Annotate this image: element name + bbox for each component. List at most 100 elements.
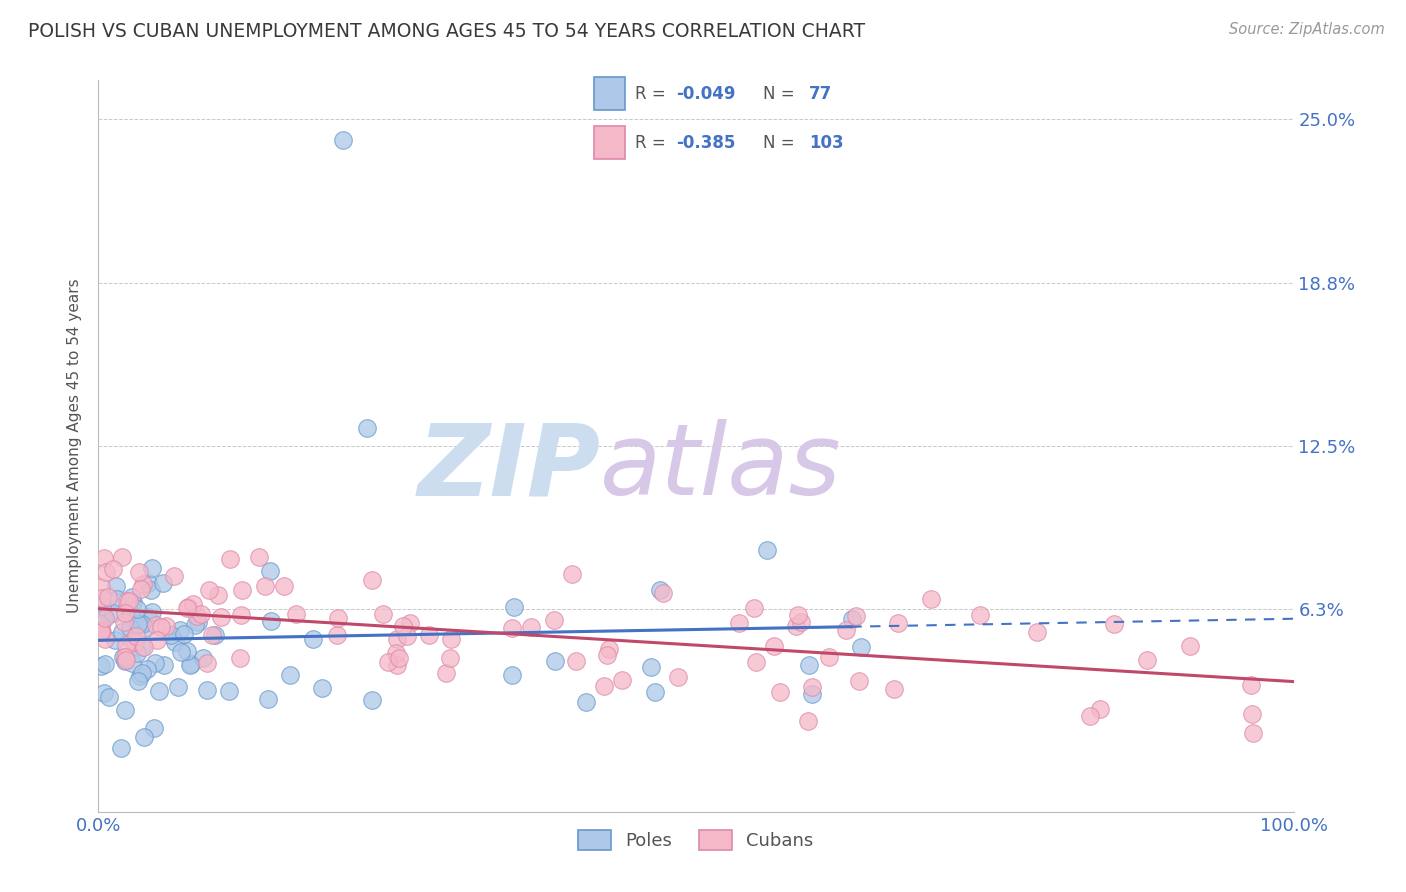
Point bbox=[183, 597, 205, 611]
Point bbox=[132, 577, 155, 591]
Point bbox=[332, 133, 354, 147]
Point bbox=[598, 641, 620, 656]
Point bbox=[114, 654, 136, 668]
Point bbox=[115, 594, 138, 608]
Point bbox=[104, 579, 127, 593]
Point bbox=[112, 615, 135, 630]
Point bbox=[650, 583, 672, 598]
Point bbox=[134, 621, 156, 635]
Point bbox=[439, 651, 461, 665]
Point bbox=[114, 606, 136, 620]
Point bbox=[101, 606, 124, 620]
Point bbox=[1078, 709, 1101, 723]
Point bbox=[818, 649, 841, 664]
Point bbox=[311, 681, 333, 696]
Point bbox=[800, 680, 823, 694]
Text: 103: 103 bbox=[810, 134, 844, 152]
Point bbox=[543, 613, 565, 627]
Point bbox=[141, 605, 163, 619]
Point bbox=[121, 656, 143, 670]
Point bbox=[356, 421, 378, 435]
Point bbox=[209, 610, 232, 624]
Point bbox=[1178, 639, 1201, 653]
Text: 77: 77 bbox=[810, 85, 832, 103]
FancyBboxPatch shape bbox=[595, 78, 626, 110]
Point bbox=[797, 658, 820, 673]
Point bbox=[145, 618, 167, 632]
Point bbox=[149, 620, 172, 634]
Point bbox=[125, 646, 148, 660]
Point bbox=[544, 654, 567, 668]
Point bbox=[785, 619, 807, 633]
Point bbox=[1102, 616, 1125, 631]
Point bbox=[90, 617, 112, 632]
Point bbox=[1025, 625, 1047, 640]
Point bbox=[152, 576, 174, 591]
Point bbox=[184, 618, 207, 632]
Text: -0.385: -0.385 bbox=[676, 134, 735, 152]
Point bbox=[118, 621, 141, 635]
Point bbox=[127, 616, 149, 631]
Point bbox=[94, 632, 117, 646]
Point bbox=[125, 629, 148, 643]
Point bbox=[187, 615, 209, 629]
Point bbox=[769, 685, 792, 699]
Text: N =: N = bbox=[763, 134, 800, 152]
Point bbox=[1088, 701, 1111, 715]
Point bbox=[141, 582, 163, 597]
Point bbox=[920, 592, 942, 607]
Point bbox=[218, 551, 240, 566]
Point bbox=[520, 619, 543, 633]
Point bbox=[259, 564, 281, 578]
Point bbox=[434, 665, 457, 680]
Point bbox=[744, 655, 766, 669]
Point bbox=[146, 632, 169, 647]
Point bbox=[377, 655, 399, 669]
Point bbox=[166, 680, 188, 694]
Point bbox=[385, 647, 408, 661]
Point bbox=[786, 607, 808, 622]
FancyBboxPatch shape bbox=[595, 127, 626, 159]
Point bbox=[503, 599, 526, 614]
Point bbox=[790, 615, 813, 629]
Point bbox=[159, 628, 181, 642]
Point bbox=[141, 561, 163, 575]
Point bbox=[127, 674, 149, 689]
Point bbox=[218, 684, 240, 698]
Point bbox=[93, 686, 115, 700]
Point bbox=[361, 574, 384, 588]
Point bbox=[93, 610, 115, 624]
Point bbox=[120, 608, 142, 623]
Point bbox=[90, 591, 112, 605]
Point bbox=[592, 679, 614, 693]
Point bbox=[97, 690, 120, 704]
Point bbox=[1135, 653, 1157, 667]
Point bbox=[260, 614, 283, 628]
Point bbox=[640, 659, 662, 673]
Point bbox=[371, 607, 394, 621]
Point bbox=[90, 580, 112, 594]
Point bbox=[153, 657, 176, 672]
Point bbox=[115, 653, 138, 667]
Point bbox=[114, 649, 136, 664]
Point bbox=[848, 673, 870, 688]
Text: R =: R = bbox=[634, 134, 671, 152]
Point bbox=[91, 611, 114, 625]
Point bbox=[195, 682, 218, 697]
Point bbox=[800, 687, 823, 701]
Point bbox=[797, 714, 820, 729]
Point bbox=[285, 607, 308, 622]
Point bbox=[128, 565, 150, 579]
Text: N =: N = bbox=[763, 85, 800, 103]
Point bbox=[762, 640, 785, 654]
Point bbox=[90, 624, 112, 638]
Point bbox=[121, 634, 143, 648]
Point bbox=[177, 600, 200, 615]
Point bbox=[111, 550, 134, 565]
Point bbox=[125, 602, 148, 616]
Text: atlas: atlas bbox=[600, 419, 842, 516]
Point bbox=[170, 645, 193, 659]
Point bbox=[129, 582, 152, 596]
Point bbox=[110, 624, 132, 639]
Point bbox=[644, 684, 666, 698]
